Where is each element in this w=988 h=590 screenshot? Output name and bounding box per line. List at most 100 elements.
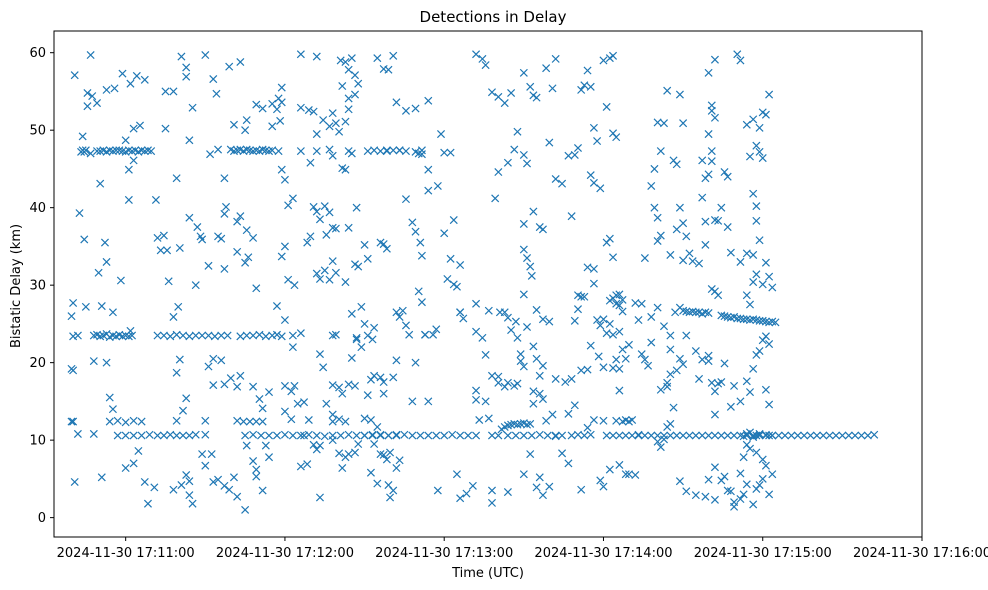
data-point	[401, 321, 411, 330]
data-point	[373, 54, 382, 63]
data-point	[532, 483, 541, 492]
data-point	[288, 431, 297, 440]
data-point	[328, 436, 337, 445]
data-point	[870, 430, 879, 439]
data-point	[163, 246, 172, 255]
data-point	[108, 308, 117, 317]
data-point	[545, 482, 554, 491]
data-point	[408, 218, 417, 227]
data-point	[599, 363, 608, 372]
data-point	[733, 50, 742, 59]
data-point	[698, 156, 707, 165]
data-point	[322, 230, 331, 239]
data-point	[768, 470, 777, 479]
data-point	[589, 415, 598, 425]
data-point	[503, 378, 512, 387]
data-point	[615, 327, 624, 336]
data-point	[602, 329, 611, 338]
data-point	[456, 494, 465, 503]
data-point	[217, 331, 226, 340]
data-point	[472, 299, 481, 308]
data-point	[129, 459, 138, 468]
data-point	[277, 165, 286, 174]
data-point	[577, 485, 586, 494]
data-point	[464, 431, 473, 440]
data-point	[175, 355, 184, 364]
data-point	[701, 492, 710, 501]
data-point	[290, 281, 299, 290]
data-point	[370, 323, 379, 332]
data-point	[714, 216, 723, 225]
data-point	[258, 104, 267, 113]
data-point	[360, 319, 369, 328]
data-point	[659, 435, 669, 444]
data-point	[75, 209, 84, 218]
data-point	[720, 472, 729, 481]
data-point	[765, 90, 774, 99]
x-tick-label: 2024-11-30 17:12:00	[216, 546, 354, 561]
data-point	[472, 395, 481, 404]
data-point	[761, 461, 770, 470]
data-point	[225, 485, 234, 494]
data-point	[178, 406, 188, 415]
data-point	[640, 431, 649, 440]
data-point	[666, 250, 675, 259]
data-point	[736, 469, 745, 478]
data-point	[440, 431, 449, 440]
data-point	[535, 473, 544, 482]
data-point	[392, 98, 401, 107]
data-point	[819, 431, 828, 440]
data-point	[542, 416, 551, 425]
data-point	[717, 431, 726, 440]
data-point	[685, 431, 694, 440]
data-point	[481, 397, 490, 406]
data-point	[304, 415, 313, 425]
data-point	[538, 315, 547, 324]
data-point	[787, 431, 796, 440]
data-point	[484, 414, 493, 423]
data-point	[551, 174, 560, 184]
data-point	[793, 431, 802, 440]
data-point	[456, 260, 465, 270]
data-point	[241, 258, 250, 267]
data-point	[352, 431, 361, 440]
data-point	[653, 303, 662, 312]
data-point	[672, 431, 681, 440]
data-point	[341, 57, 350, 67]
data-point	[341, 278, 350, 287]
data-point	[838, 431, 847, 440]
data-point	[570, 316, 579, 325]
data-point	[631, 470, 640, 480]
data-point	[736, 56, 745, 65]
data-point	[344, 65, 353, 74]
data-point	[851, 431, 860, 440]
data-point	[376, 373, 385, 382]
data-point	[277, 83, 286, 92]
data-point	[315, 441, 324, 450]
data-point	[424, 96, 433, 105]
data-point	[594, 352, 603, 361]
data-point	[306, 232, 315, 241]
data-point	[723, 172, 732, 181]
data-point	[618, 345, 627, 354]
data-point	[290, 381, 299, 390]
data-point	[129, 416, 138, 425]
data-point	[116, 276, 125, 285]
data-point	[755, 236, 764, 245]
data-point	[392, 356, 401, 365]
data-point	[663, 378, 672, 387]
data-point	[739, 453, 748, 462]
data-point	[241, 431, 250, 440]
data-point	[452, 282, 461, 291]
data-point	[344, 380, 353, 389]
data-point	[272, 431, 281, 440]
data-point	[368, 431, 377, 440]
data-point	[765, 490, 774, 499]
data-point	[287, 387, 296, 396]
data-point	[411, 147, 420, 156]
data-point	[481, 61, 490, 70]
data-point	[354, 439, 363, 449]
data-point	[538, 491, 547, 500]
data-point	[405, 330, 414, 339]
data-point	[691, 431, 700, 440]
